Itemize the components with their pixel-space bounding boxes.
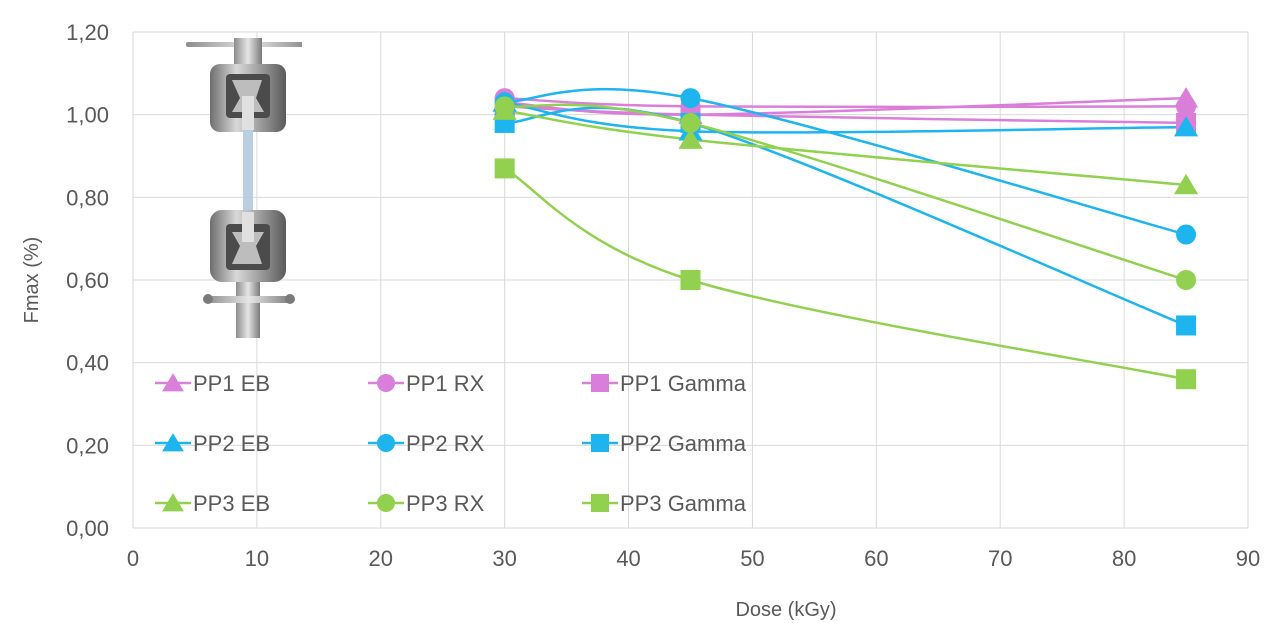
legend-marker xyxy=(377,494,395,512)
x-tick-label: 20 xyxy=(369,546,393,571)
y-tick-label: 1,20 xyxy=(66,20,109,45)
series-markers xyxy=(492,87,1199,390)
legend-label: PP1 RX xyxy=(406,371,485,396)
data-point xyxy=(680,112,701,133)
x-tick-label: 90 xyxy=(1236,546,1260,571)
data-point xyxy=(678,128,703,149)
series-line xyxy=(504,167,1187,381)
y-axis-title: Fmax (%) xyxy=(21,237,43,324)
tensile-test-grips-photo xyxy=(186,38,302,338)
x-tick-label: 60 xyxy=(864,546,888,571)
y-tick-label: 0,20 xyxy=(66,433,109,458)
series-line xyxy=(504,109,1187,187)
legend: PP1 EB PP1 RX PP1 Gamma PP2 EB PP2 RX PP2 Gam… xyxy=(155,371,747,516)
y-tick-label: 0,00 xyxy=(66,516,109,541)
legend-marker xyxy=(377,434,395,452)
data-point xyxy=(1176,96,1197,117)
y-tick-label: 0,80 xyxy=(66,185,109,210)
legend-entry: PP3 EB xyxy=(155,491,270,516)
legend-label: PP3 EB xyxy=(193,491,270,516)
legend-label: PP3 RX xyxy=(406,491,485,516)
legend-label: PP1 Gamma xyxy=(620,371,747,396)
y-tick-label: 1,00 xyxy=(66,103,109,128)
x-tick-label: 50 xyxy=(740,546,764,571)
legend-entry: PP2 RX xyxy=(368,431,485,456)
legend-label: PP2 RX xyxy=(406,431,485,456)
x-axis-title: Dose (kGy) xyxy=(735,599,836,621)
legend-entry: PP1 EB xyxy=(155,371,270,396)
legend-marker xyxy=(162,433,184,452)
x-tick-label: 70 xyxy=(988,546,1012,571)
y-tick-label: 0,60 xyxy=(66,268,109,293)
legend-label: PP1 EB xyxy=(193,371,270,396)
x-tick-label: 80 xyxy=(1112,546,1136,571)
series-lines xyxy=(504,87,1187,381)
legend-marker xyxy=(162,373,184,392)
legend-marker xyxy=(162,493,184,512)
data-point xyxy=(494,96,515,117)
legend-entry: PP2 Gamma xyxy=(582,431,747,456)
y-tick-label: 0,40 xyxy=(66,351,109,376)
x-tick-label: 10 xyxy=(245,546,269,571)
legend-marker xyxy=(377,374,395,392)
y-tick-labels: 0,00 0,20 0,40 0,60 0,80 1,00 1,20 xyxy=(66,20,109,541)
x-tick-label: 0 xyxy=(127,546,139,571)
legend-entry: PP1 RX xyxy=(368,371,485,396)
data-point xyxy=(494,158,515,179)
x-tick-label: 30 xyxy=(492,546,516,571)
data-point xyxy=(1176,369,1197,390)
series-line xyxy=(504,87,1187,236)
series-line xyxy=(504,105,1187,125)
legend-label: PP3 Gamma xyxy=(620,491,747,516)
legend-label: PP2 Gamma xyxy=(620,431,747,456)
series-line xyxy=(504,96,1187,109)
data-point xyxy=(1176,270,1197,290)
x-tick-label: 40 xyxy=(616,546,640,571)
legend-marker xyxy=(591,494,609,512)
legend-marker xyxy=(591,374,609,392)
legend-marker xyxy=(591,434,609,452)
data-point xyxy=(680,88,701,109)
x-tick-labels: 0 10 20 30 40 50 60 70 80 90 xyxy=(127,546,1260,571)
data-point xyxy=(1173,116,1199,137)
series-line xyxy=(504,106,1187,327)
legend-entry: PP3 RX xyxy=(368,491,485,516)
series-line xyxy=(504,103,1187,282)
legend-entry: PP2 EB xyxy=(155,431,270,456)
data-point xyxy=(680,270,701,290)
legend-label: PP2 EB xyxy=(193,431,270,456)
legend-entry: PP3 Gamma xyxy=(582,491,747,516)
data-point xyxy=(1173,173,1199,195)
data-point xyxy=(1176,224,1197,245)
legend-entry: PP1 Gamma xyxy=(582,371,747,396)
data-point xyxy=(1176,315,1197,336)
